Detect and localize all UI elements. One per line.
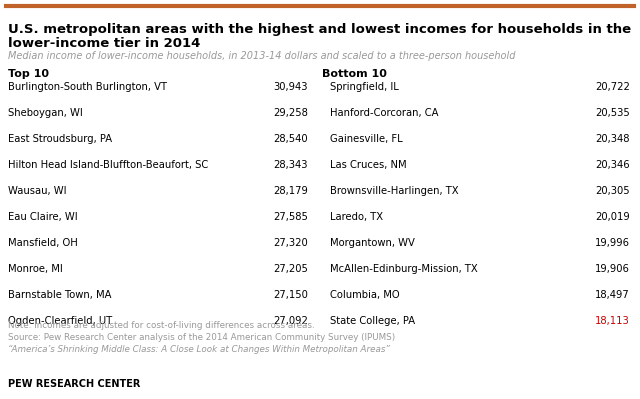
Text: 29,258: 29,258: [273, 108, 308, 118]
Text: Burlington-South Burlington, VT: Burlington-South Burlington, VT: [8, 82, 167, 92]
Text: 19,996: 19,996: [595, 238, 630, 248]
Text: Hanford-Corcoran, CA: Hanford-Corcoran, CA: [330, 108, 438, 118]
Text: 19,906: 19,906: [595, 264, 630, 274]
Text: Las Cruces, NM: Las Cruces, NM: [330, 160, 406, 170]
Text: 18,113: 18,113: [595, 316, 630, 326]
Text: Ogden-Clearfield, UT: Ogden-Clearfield, UT: [8, 316, 112, 326]
Text: 20,305: 20,305: [595, 186, 630, 196]
Text: Eau Claire, WI: Eau Claire, WI: [8, 212, 77, 222]
Text: 20,722: 20,722: [595, 82, 630, 92]
Text: 28,179: 28,179: [273, 186, 308, 196]
Text: lower-income tier in 2014: lower-income tier in 2014: [8, 37, 200, 50]
Text: Bottom 10: Bottom 10: [322, 69, 387, 79]
Text: Springfield, IL: Springfield, IL: [330, 82, 399, 92]
Text: U.S. metropolitan areas with the highest and lowest incomes for households in th: U.S. metropolitan areas with the highest…: [8, 23, 631, 36]
Text: 27,092: 27,092: [273, 316, 308, 326]
Text: Note: Incomes are adjusted for cost-of-living differences across areas.: Note: Incomes are adjusted for cost-of-l…: [8, 321, 315, 330]
Text: “America’s Shrinking Middle Class: A Close Look at Changes Within Metropolitan A: “America’s Shrinking Middle Class: A Clo…: [8, 345, 390, 354]
Text: Gainesville, FL: Gainesville, FL: [330, 134, 403, 144]
Text: 20,346: 20,346: [595, 160, 630, 170]
Text: 20,535: 20,535: [595, 108, 630, 118]
Text: PEW RESEARCH CENTER: PEW RESEARCH CENTER: [8, 379, 140, 389]
Text: Hilton Head Island-Bluffton-Beaufort, SC: Hilton Head Island-Bluffton-Beaufort, SC: [8, 160, 208, 170]
Text: Barnstable Town, MA: Barnstable Town, MA: [8, 290, 111, 300]
Text: Source: Pew Research Center analysis of the 2014 American Community Survey (IPUM: Source: Pew Research Center analysis of …: [8, 333, 396, 342]
Text: 27,205: 27,205: [273, 264, 308, 274]
Text: 28,343: 28,343: [273, 160, 308, 170]
Text: Laredo, TX: Laredo, TX: [330, 212, 383, 222]
Text: Wausau, WI: Wausau, WI: [8, 186, 67, 196]
Text: Mansfield, OH: Mansfield, OH: [8, 238, 77, 248]
Text: Monroe, MI: Monroe, MI: [8, 264, 63, 274]
Text: 18,497: 18,497: [595, 290, 630, 300]
Text: 28,540: 28,540: [273, 134, 308, 144]
Text: McAllen-Edinburg-Mission, TX: McAllen-Edinburg-Mission, TX: [330, 264, 477, 274]
Text: 27,585: 27,585: [273, 212, 308, 222]
Text: 27,150: 27,150: [273, 290, 308, 300]
Text: 30,943: 30,943: [273, 82, 308, 92]
Text: Columbia, MO: Columbia, MO: [330, 290, 399, 300]
Text: Top 10: Top 10: [8, 69, 49, 79]
Text: Morgantown, WV: Morgantown, WV: [330, 238, 415, 248]
Text: 27,320: 27,320: [273, 238, 308, 248]
Text: 20,019: 20,019: [595, 212, 630, 222]
Text: East Stroudsburg, PA: East Stroudsburg, PA: [8, 134, 112, 144]
Text: State College, PA: State College, PA: [330, 316, 415, 326]
Text: Sheboygan, WI: Sheboygan, WI: [8, 108, 83, 118]
Text: Brownsville-Harlingen, TX: Brownsville-Harlingen, TX: [330, 186, 459, 196]
Text: Median income of lower-income households, in 2013-14 dollars and scaled to a thr: Median income of lower-income households…: [8, 51, 515, 61]
Text: 20,348: 20,348: [595, 134, 630, 144]
